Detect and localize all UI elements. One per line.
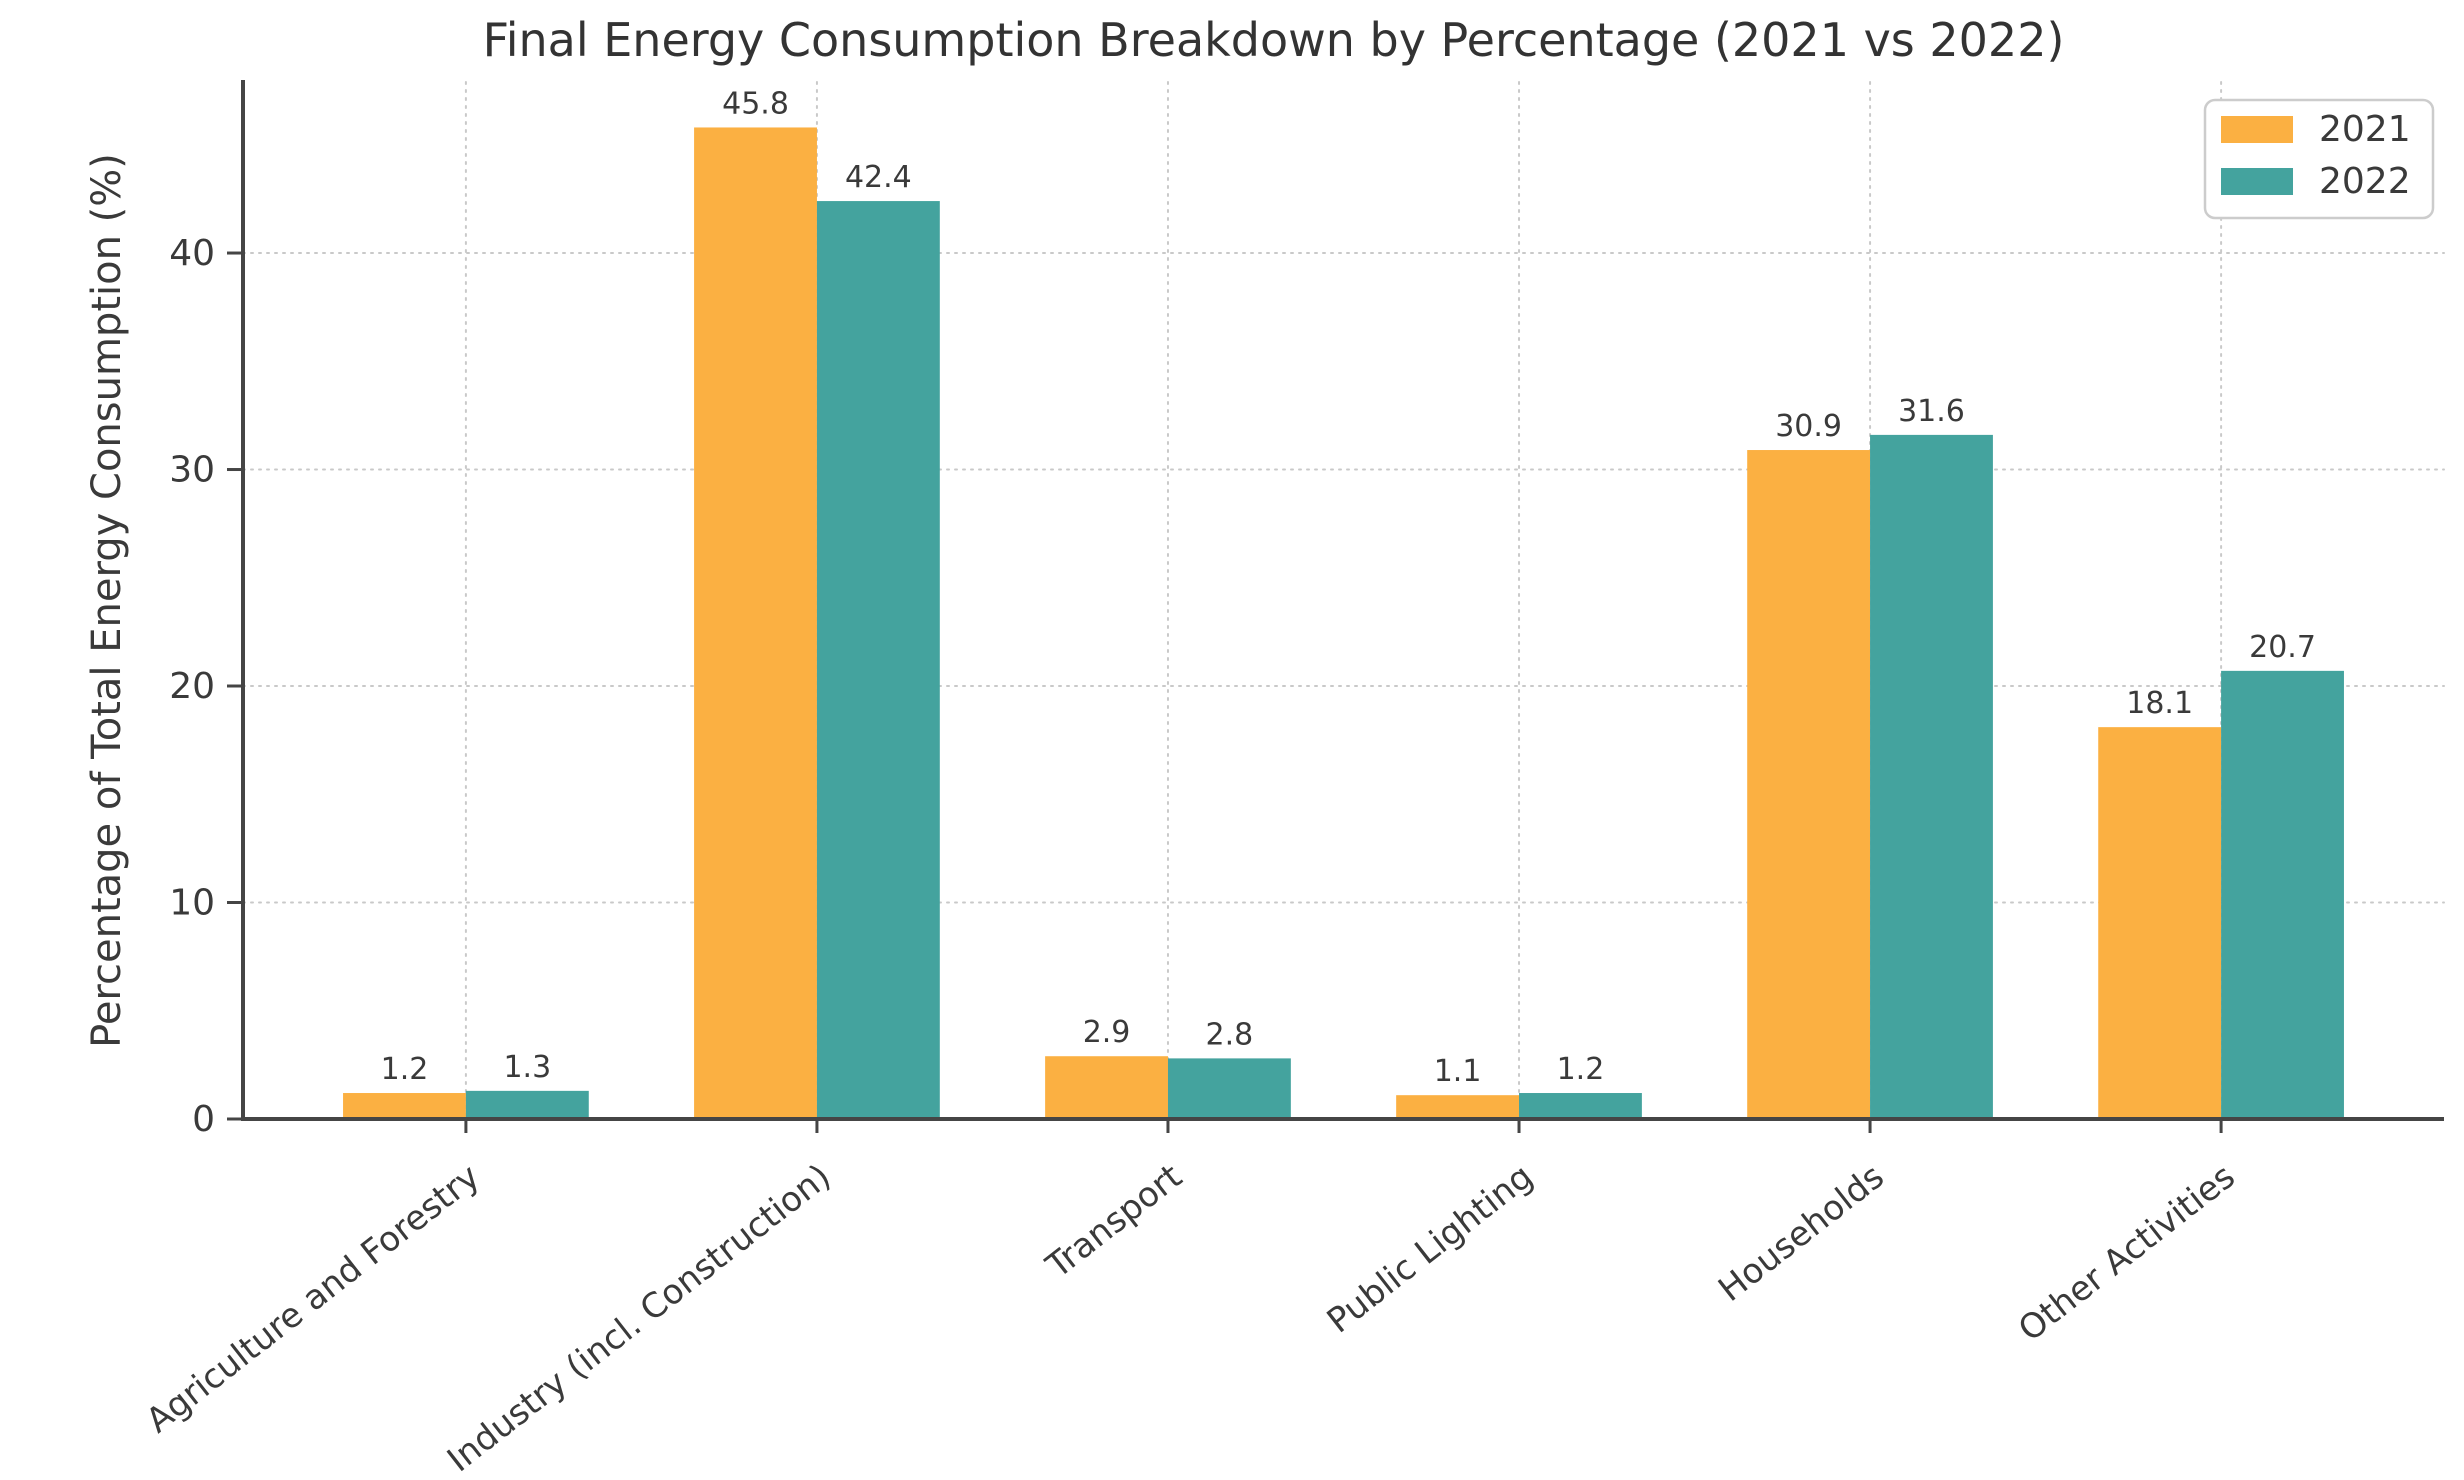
y-axis-label: Percentage of Total Energy Consumption (… xyxy=(84,153,130,1048)
y-tick-label: 0 xyxy=(192,1099,215,1140)
bar-2021-1 xyxy=(694,127,817,1120)
bar-2022-2 xyxy=(1167,1058,1291,1119)
x-tick-label-1: Industry (incl. Construction) xyxy=(440,1157,838,1480)
y-tick-label: 20 xyxy=(169,666,215,707)
x-tick-label-2: Transport xyxy=(1038,1157,1189,1287)
bar-value-label: 31.6 xyxy=(1898,394,1965,429)
legend-label-2021: 2021 xyxy=(2319,109,2411,150)
bar-value-label: 2.9 xyxy=(1083,1015,1131,1050)
bar-value-labels: 1.2 45.8 2.9 1.1 30.9 18.1 1.3 42.4 2.8 1.2 31.6 20… xyxy=(381,86,2316,1089)
bar-value-label: 1.2 xyxy=(1557,1052,1605,1087)
legend-swatch-2021 xyxy=(2221,116,2293,143)
x-tick-label-0: Agriculture and Forestry xyxy=(139,1157,488,1442)
legend: 2021 2022 xyxy=(2203,98,2435,220)
y-tick-label: 40 xyxy=(169,233,215,274)
bar-2021-3 xyxy=(1396,1095,1520,1119)
legend-label-2022: 2022 xyxy=(2319,161,2411,202)
legend-swatch-2022 xyxy=(2221,168,2293,195)
bar-value-label: 45.8 xyxy=(722,86,789,121)
bar-value-label: 20.7 xyxy=(2249,630,2316,665)
bar-2022-4 xyxy=(1870,434,1993,1120)
bar-series xyxy=(343,127,2344,1120)
y-axis-ticks: 0 10 20 30 40 xyxy=(169,233,243,1140)
bar-value-label: 18.1 xyxy=(2126,686,2193,721)
bar-2022-3 xyxy=(1519,1093,1642,1119)
bar-value-label: 2.8 xyxy=(1206,1017,1254,1052)
bar-2021-4 xyxy=(1747,450,1871,1119)
x-tick-label-4: Households xyxy=(1711,1157,1891,1310)
y-tick-label: 30 xyxy=(169,450,215,491)
chart-title: Final Energy Consumption Breakdown by Pe… xyxy=(483,13,2065,67)
bar-value-label: 30.9 xyxy=(1775,409,1842,444)
bar-2021-0 xyxy=(343,1093,466,1119)
x-tick-label-5: Other Activities xyxy=(2011,1157,2242,1350)
bar-value-label: 1.1 xyxy=(1434,1054,1482,1089)
bar-value-label: 1.3 xyxy=(503,1050,551,1085)
bar-2022-5 xyxy=(2221,670,2344,1119)
bar-value-label: 1.2 xyxy=(381,1052,429,1087)
bar-2022-0 xyxy=(465,1090,589,1119)
bar-2021-2 xyxy=(1045,1056,1168,1119)
x-tick-label-3: Public Lighting xyxy=(1320,1157,1541,1342)
y-tick-label: 10 xyxy=(169,883,215,924)
bar-value-label: 42.4 xyxy=(845,160,912,195)
bar-2022-1 xyxy=(816,201,940,1119)
bar-2021-5 xyxy=(2098,727,2222,1119)
